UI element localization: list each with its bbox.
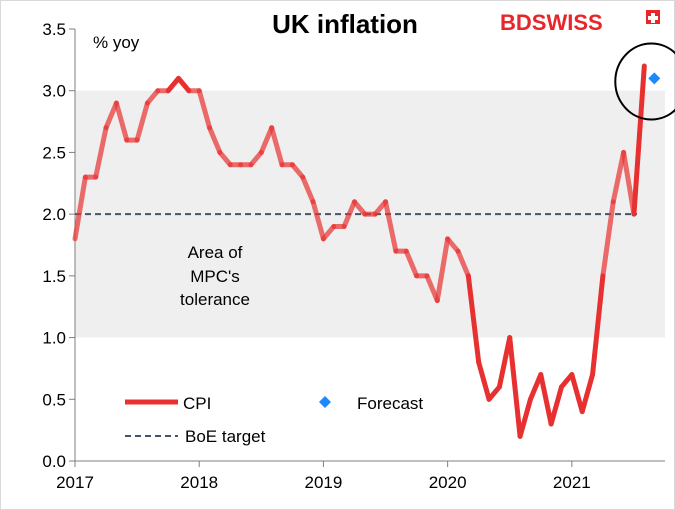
cpi-line-segment <box>341 199 357 229</box>
cpi-line-segment <box>310 199 326 242</box>
cpi-line-segment <box>517 396 533 439</box>
cpi-line-segment <box>300 174 316 205</box>
cpi-line-segment <box>631 63 647 217</box>
y-tick-label: 2.5 <box>42 143 66 162</box>
brand-cross-icon <box>648 13 658 23</box>
brand-logo-part-1: BD <box>500 10 532 35</box>
cpi-line-segment <box>569 372 585 415</box>
cpi-line-segment <box>165 75 182 94</box>
band-annotation: Area of MPC's tolerance <box>180 243 250 309</box>
legend-forecast-marker <box>319 396 331 408</box>
brand-logo-text: BDSWISS <box>500 10 603 35</box>
y-tick-label: 1.5 <box>42 267 66 286</box>
cpi-line-segment <box>144 88 161 106</box>
cpi-line-segment <box>590 273 606 378</box>
cpi-line-segment <box>196 88 213 131</box>
chart-title: UK inflation <box>272 9 418 39</box>
cpi-line-segment <box>134 100 150 143</box>
y-tick-label: 0.5 <box>42 390 66 409</box>
brand-logo: BDSWISS <box>500 10 660 35</box>
y-tick-label: 3.5 <box>42 20 66 39</box>
legend-forecast-label: Forecast <box>357 394 423 413</box>
x-tick-label: 2021 <box>553 473 591 492</box>
cpi-line-segment <box>383 199 399 254</box>
cpi-line-segment <box>600 199 616 279</box>
cpi-line-segment <box>465 273 482 365</box>
y-tick-label: 2.0 <box>42 205 66 224</box>
series-layer <box>72 42 675 439</box>
x-tick-label: 2019 <box>305 473 343 492</box>
legend: CPI Forecast BoE target <box>125 394 423 446</box>
legend-cpi-label: CPI <box>183 394 211 413</box>
y-tick-label: 1.0 <box>42 329 66 348</box>
cpi-line-segment <box>207 125 223 155</box>
cpi-line-segment <box>258 125 275 155</box>
cpi-line-segment <box>507 335 523 439</box>
cpi-line-segment <box>93 125 109 180</box>
band-label-line-3: tolerance <box>180 290 250 309</box>
cpi-line-segment <box>455 248 471 279</box>
unit-label: % yoy <box>93 33 140 52</box>
band-label-line-1: Area of <box>188 243 243 262</box>
cpi-line-segment <box>579 372 596 415</box>
cpi-line-segment <box>269 125 285 168</box>
cpi-line-segment <box>113 100 130 143</box>
cpi-line-segment <box>351 199 368 217</box>
cpi-line-segment <box>538 372 554 427</box>
cpi-line-segment <box>527 372 544 402</box>
cpi-line-segment <box>434 236 451 304</box>
cpi-line-segment <box>176 75 192 94</box>
cpi-line-segment <box>289 162 306 180</box>
cpi-line-segment <box>403 248 420 279</box>
x-tick-label: 2017 <box>56 473 94 492</box>
cpi-line-segment <box>248 149 264 168</box>
axes-layer: 0.0 0.5 1.0 1.5 2.0 2.5 3.0 3.5 2017 2018 2019 2020… <box>42 20 665 492</box>
cpi-line-segment <box>72 174 88 242</box>
x-tick-label: 2020 <box>429 473 467 492</box>
cpi-line-segment <box>103 100 119 131</box>
highlight-circle <box>614 42 675 121</box>
cpi-line-segment <box>445 236 461 254</box>
band-label-line-2: MPC's <box>190 267 240 286</box>
cpi-line-segment <box>496 335 513 390</box>
y-tick-label: 3.0 <box>42 82 66 101</box>
forecast-marker <box>648 72 661 85</box>
cpi-line-segment <box>320 223 337 242</box>
cpi-line-segment <box>548 384 564 427</box>
brand-logo-part-2: SWISS <box>532 10 603 35</box>
y-tick-label: 0.0 <box>42 452 66 471</box>
cpi-line-segment <box>476 359 492 402</box>
cpi-line-segment <box>610 149 627 205</box>
x-tick-label: 2018 <box>180 473 218 492</box>
cpi-line-segment <box>217 149 233 168</box>
cpi-line-segment <box>486 384 502 402</box>
legend-target-label: BoE target <box>185 427 266 446</box>
